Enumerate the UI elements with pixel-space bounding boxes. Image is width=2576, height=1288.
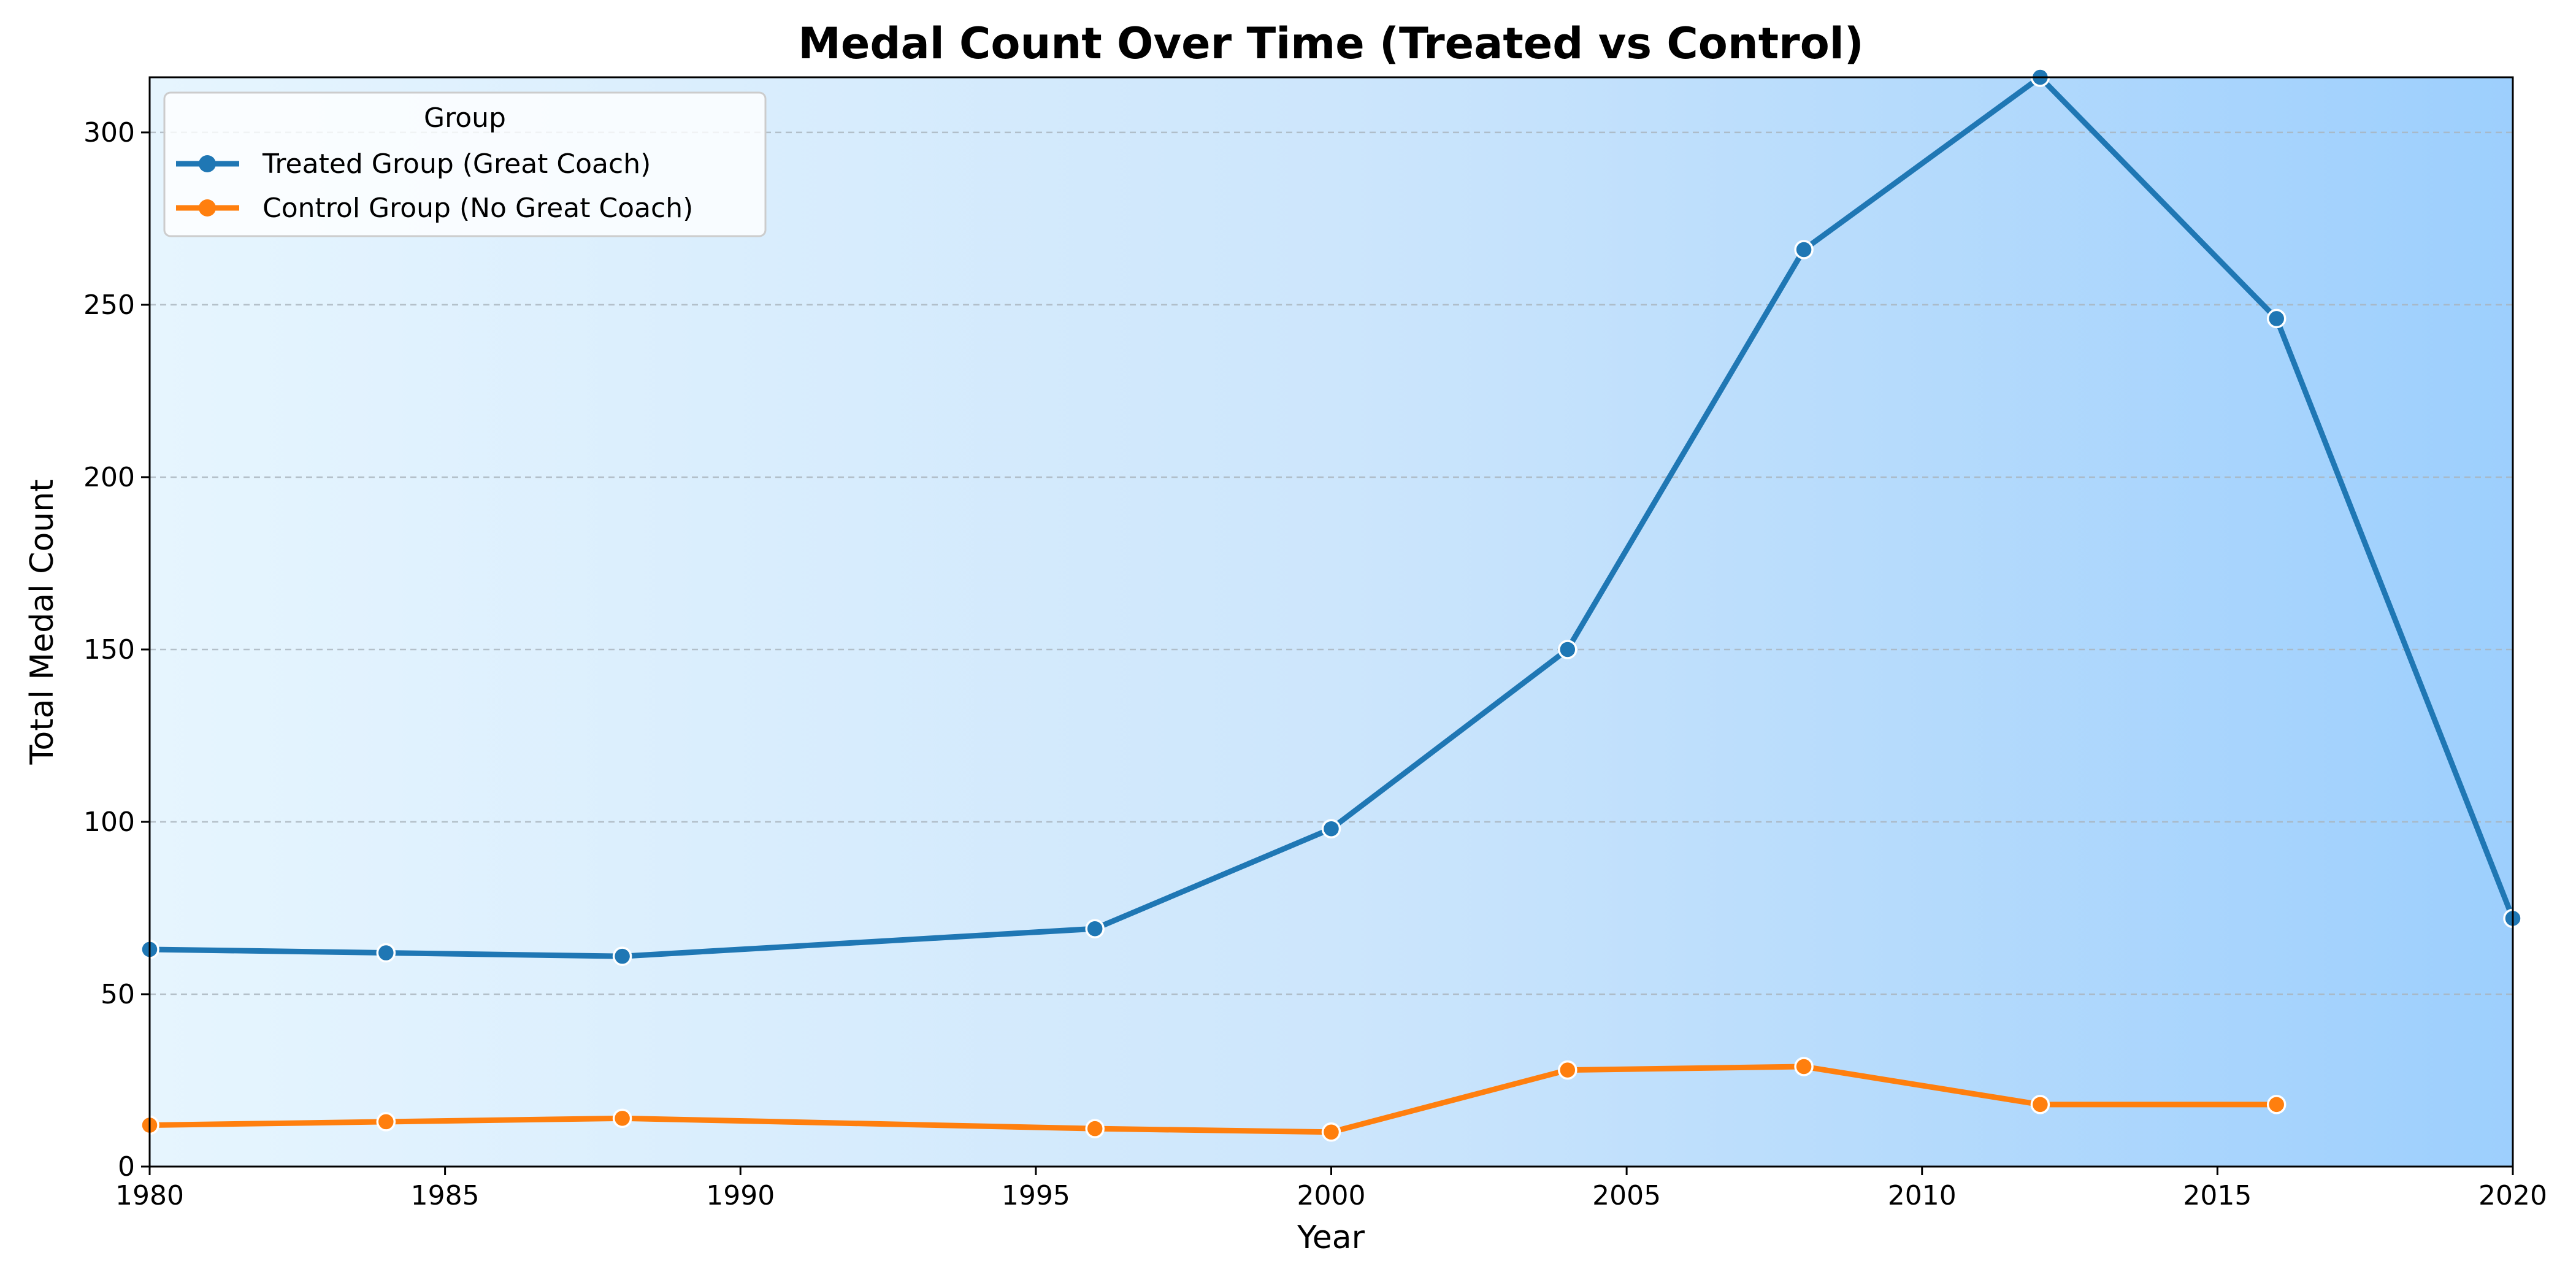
data-point — [376, 943, 396, 963]
x-tick-label: 2010 — [1888, 1180, 1957, 1211]
x-tick-label: 1995 — [1002, 1180, 1070, 1211]
data-point — [1321, 1122, 1341, 1142]
y-tick-label: 200 — [83, 462, 135, 493]
data-point — [2030, 1095, 2050, 1114]
x-tick-label: 2020 — [2478, 1180, 2547, 1211]
x-axis-ticks: 1980 1985 1990 1995 2000 2005 2010 2015 2020 — [115, 1167, 2547, 1211]
data-point — [376, 1112, 396, 1132]
data-point — [1085, 1119, 1105, 1138]
y-tick-label: 0 — [118, 1151, 135, 1183]
x-tick-label: 2005 — [1592, 1180, 1661, 1211]
data-point — [1085, 919, 1105, 938]
x-axis-label: Year — [1297, 1219, 1365, 1256]
y-tick-label: 100 — [83, 807, 135, 838]
plot-background — [150, 77, 2513, 1167]
data-point — [1794, 240, 1814, 259]
x-tick-label: 1980 — [115, 1180, 184, 1211]
data-point — [1558, 640, 1577, 659]
data-point — [1321, 819, 1341, 838]
legend-entry-label: Control Group (No Great Coach) — [263, 193, 693, 224]
series-line-1 — [150, 77, 2513, 959]
legend-swatch-marker — [199, 199, 216, 217]
x-tick-label: 1985 — [411, 1180, 480, 1211]
y-axis-label: Total Medal Count — [24, 479, 61, 765]
data-point — [2266, 1095, 2287, 1114]
data-point — [2266, 309, 2287, 329]
legend: Group Treated Group (Great Coach) Control… — [163, 91, 767, 237]
y-tick-label: 50 — [101, 979, 135, 1010]
y-axis-ticks: 0 50 100 150 200 250 300 — [83, 117, 150, 1183]
chart-title: Medal Count Over Time (Treated vs Contro… — [798, 18, 1864, 69]
series-markers — [140, 67, 2523, 1142]
x-tick-label: 2000 — [1297, 1180, 1366, 1211]
legend-title: Group — [424, 102, 506, 134]
data-point — [1558, 1060, 1577, 1080]
x-tick-label: 1990 — [706, 1180, 775, 1211]
legend-swatch-marker — [199, 155, 216, 172]
data-point — [612, 946, 632, 966]
legend-box — [163, 91, 767, 237]
x-tick-label: 2015 — [2183, 1180, 2252, 1211]
y-tick-label: 250 — [83, 289, 135, 321]
y-tick-label: 300 — [83, 117, 135, 148]
data-point — [612, 1108, 632, 1129]
y-tick-label: 150 — [83, 634, 135, 665]
legend-entry-label: Treated Group (Great Coach) — [262, 148, 651, 180]
data-point — [1794, 1057, 1814, 1076]
